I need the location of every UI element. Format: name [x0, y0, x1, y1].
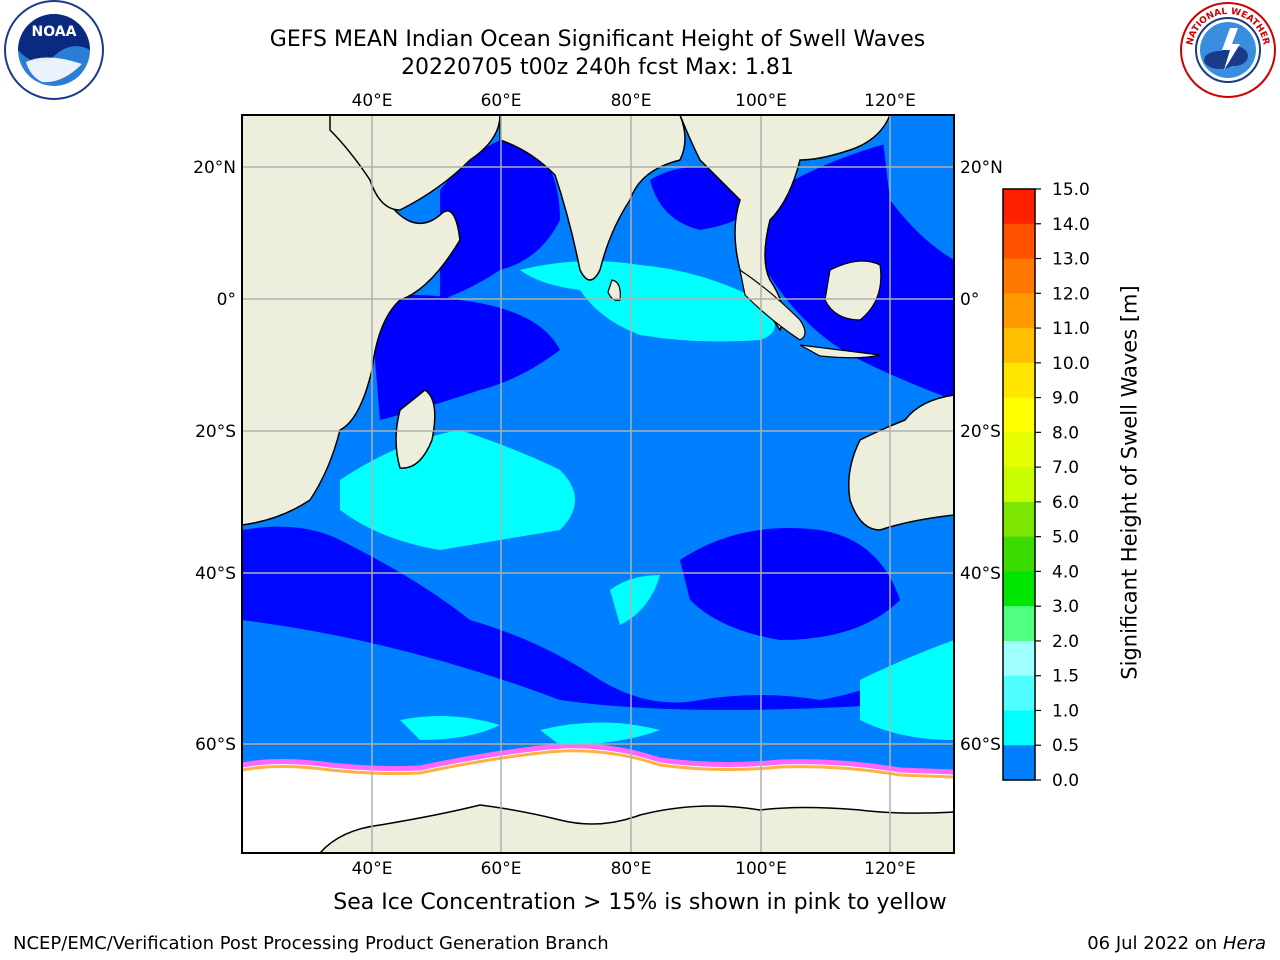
- colorbar-swatch: [1003, 571, 1035, 607]
- colorbar-swatch: [1003, 606, 1035, 642]
- bottom-lon-ticks: 40°E 60°E 80°E 100°E 120°E: [352, 859, 916, 879]
- noaa-logo-text: NOAA: [32, 24, 77, 40]
- colorbar-swatch: [1003, 397, 1035, 433]
- land-india: [499, 115, 686, 281]
- map-gridlines: [242, 115, 954, 853]
- colorbar-swatch: [1003, 675, 1035, 711]
- colorbar-label: 8.0: [1052, 423, 1079, 443]
- chart-subtitle: 20220705 t00z 240h fcst Max: 1.81: [401, 55, 794, 80]
- left-lat-tick: 40°S: [195, 564, 236, 584]
- left-lat-tick: 0°: [217, 290, 236, 310]
- colorbar-label: 10.0: [1052, 354, 1090, 374]
- colorbar-swatch: [1003, 501, 1035, 538]
- colorbar-swatch: [1003, 293, 1035, 329]
- left-lat-tick: 20°S: [195, 422, 236, 442]
- colorbar-label: 3.0: [1052, 597, 1079, 617]
- left-lat-ticks: 20°N 0° 20°S 40°S 60°S: [193, 158, 236, 755]
- colorbar: 15.0 14.0 13.0 12.0 11.0 10.0 9.0 8.0 7.0 6.0 5.0 4…: [1002, 180, 1090, 791]
- colorbar-label: 1.5: [1052, 667, 1079, 687]
- right-lat-tick: 60°S: [960, 735, 1001, 755]
- colorbar-swatch: [1003, 745, 1035, 781]
- colorbar-label: 2.0: [1052, 632, 1079, 652]
- footer-credit: NCEP/EMC/Verification Post Processing Pr…: [13, 933, 609, 954]
- colorbar-label: 7.0: [1052, 458, 1079, 478]
- colorbar-label: 0.5: [1052, 736, 1079, 756]
- national-weather-service-logo: NATIONAL WEATHER SERVICE: [1178, 0, 1276, 98]
- colorbar-swatch: [1003, 467, 1035, 503]
- bottom-lon-tick: 80°E: [611, 859, 652, 879]
- colorbar-swatch: [1003, 536, 1035, 572]
- top-lon-ticks: 40°E 60°E 80°E 100°E 120°E: [352, 91, 916, 111]
- colorbar-title: Significant Height of Swell Waves [m]: [1117, 285, 1142, 680]
- left-lat-tick: 60°S: [195, 735, 236, 755]
- top-lon-tick: 100°E: [735, 91, 787, 111]
- colorbar-swatch: [1003, 432, 1035, 468]
- colorbar-swatch: [1003, 223, 1035, 260]
- land-antarctica: [319, 804, 954, 853]
- top-lon-tick: 40°E: [352, 91, 393, 111]
- colorbar-label: 9.0: [1052, 389, 1079, 409]
- right-lat-tick: 40°S: [960, 564, 1001, 584]
- colorbar-label: 0.0: [1052, 771, 1079, 791]
- colorbar-swatch: [1003, 328, 1035, 364]
- colorbar-label: 13.0: [1052, 250, 1090, 270]
- colorbar-label: 15.0: [1052, 180, 1090, 200]
- colorbar-swatch: [1003, 362, 1035, 399]
- footer-date: 06 Jul 2022 on Hera: [1087, 933, 1266, 954]
- right-lat-tick: 20°S: [960, 422, 1001, 442]
- chart-title: GEFS MEAN Indian Ocean Significant Heigh…: [269, 27, 926, 52]
- colorbar-label: 6.0: [1052, 493, 1079, 513]
- footer-date-text: 06 Jul 2022 on: [1087, 933, 1223, 954]
- colorbar-swatch: [1003, 640, 1035, 677]
- sea-ice-note: Sea Ice Concentration > 15% is shown in …: [333, 890, 947, 915]
- colorbar-label: 14.0: [1052, 215, 1090, 235]
- map-field: [242, 115, 954, 853]
- land-sumatra: [739, 268, 806, 341]
- colorbar-label: 12.0: [1052, 284, 1090, 304]
- land-australia: [848, 394, 954, 531]
- bottom-lon-tick: 40°E: [352, 859, 393, 879]
- colorbar-label: 4.0: [1052, 562, 1079, 582]
- bottom-lon-tick: 120°E: [864, 859, 916, 879]
- map-frame: [241, 114, 955, 854]
- bottom-lon-tick: 100°E: [735, 859, 787, 879]
- bottom-lon-tick: 60°E: [481, 859, 522, 879]
- footer-host: Hera: [1222, 933, 1266, 954]
- top-lon-tick: 120°E: [864, 91, 916, 111]
- top-lon-tick: 60°E: [481, 91, 522, 111]
- top-lon-tick: 80°E: [611, 91, 652, 111]
- land-madagascar: [395, 389, 436, 469]
- colorbar-frame: [1002, 188, 1036, 781]
- right-lat-tick: 0°: [960, 290, 979, 310]
- colorbar-label: 5.0: [1052, 528, 1079, 548]
- colorbar-label: 11.0: [1052, 319, 1090, 339]
- noaa-logo: NOAA: [4, 0, 104, 100]
- left-lat-tick: 20°N: [193, 158, 236, 178]
- right-lat-tick: 20°N: [960, 158, 1003, 178]
- right-lat-ticks: 20°N 0° 20°S 40°S 60°S: [960, 158, 1003, 755]
- colorbar-swatch: [1003, 258, 1035, 294]
- colorbar-swatch: [1003, 710, 1035, 746]
- colorbar-swatch: [1003, 189, 1035, 225]
- colorbar-label: 1.0: [1052, 701, 1079, 721]
